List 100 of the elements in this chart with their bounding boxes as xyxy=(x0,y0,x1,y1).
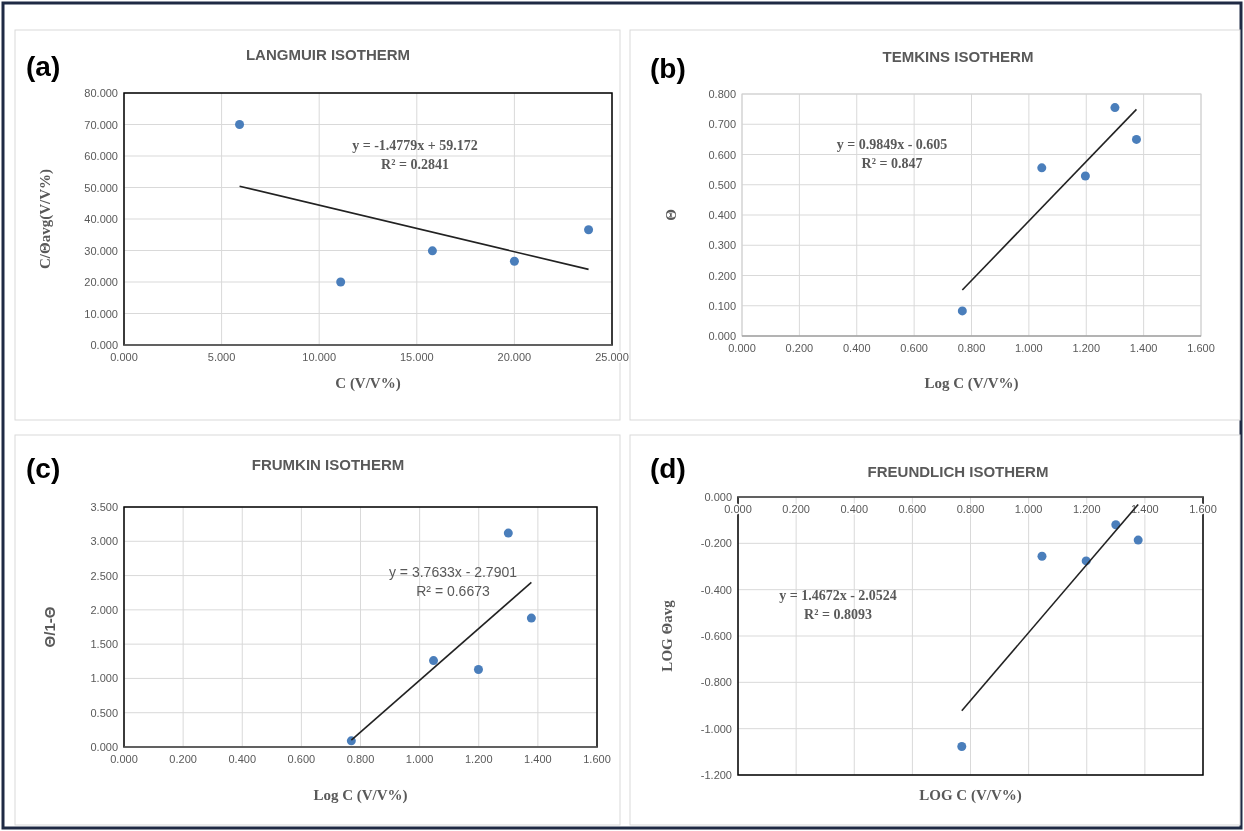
y-tick-label: 1.000 xyxy=(90,672,118,685)
text: (c) xyxy=(26,453,61,484)
x-tick-label: 1.600 xyxy=(1187,342,1215,354)
x-tick-label: 0.400 xyxy=(228,753,257,765)
y-tick-label: -0.800 xyxy=(700,676,732,689)
x-tick-label: 0.800 xyxy=(346,753,375,765)
x-tick-label: 5.000 xyxy=(207,351,236,363)
y-tick-label: 20.000 xyxy=(84,276,118,288)
point xyxy=(1131,134,1141,144)
y-axis-title: Θ xyxy=(663,209,679,221)
point xyxy=(1133,535,1143,545)
x-tick-label: 0.400 xyxy=(840,503,869,515)
y-tick-label: 70.000 xyxy=(84,118,118,131)
y-tick-label: 0.200 xyxy=(708,269,736,282)
y-tick-label: 50.000 xyxy=(84,181,118,194)
chart-title: LANGMUIR ISOTHERM xyxy=(245,46,411,63)
point xyxy=(336,277,346,287)
point xyxy=(1110,103,1120,113)
y-tick-label: -0.400 xyxy=(700,583,732,596)
x-tick-label: 1.400 xyxy=(1129,342,1158,354)
y-tick-label: -1.000 xyxy=(700,722,732,735)
point xyxy=(1037,551,1047,561)
chart-title: FREUNDLICH ISOTHERM xyxy=(867,463,1049,480)
text: (b) xyxy=(650,53,686,84)
x-tick-label: 0.200 xyxy=(782,503,810,515)
point xyxy=(526,613,536,623)
text: (d) xyxy=(650,453,686,484)
x-tick-label: 0.200 xyxy=(785,342,814,354)
x-axis-title: LOG C (V/V%) xyxy=(919,787,1022,804)
x-tick-label: 10.000 xyxy=(302,351,337,363)
x-tick-label: 0.800 xyxy=(957,342,986,354)
y-axis-title: LOG Θavg xyxy=(659,599,675,672)
x-tick-label: 1.400 xyxy=(524,753,552,765)
annotation: R² = 0.8093 xyxy=(804,607,872,622)
y-tick-label: 0.300 xyxy=(708,239,736,252)
chart-title: TEMKINS ISOTHERM xyxy=(882,48,1034,65)
x-tick-label: 20.000 xyxy=(497,351,532,363)
y-tick-label: 2.000 xyxy=(90,603,118,616)
chart-title: FRUMKIN ISOTHERM xyxy=(251,456,405,473)
x-tick-label: 1.000 xyxy=(1014,503,1043,515)
x-axis-title: C (V/V%) xyxy=(335,375,401,392)
y-tick-label: 30.000 xyxy=(84,244,118,257)
annotation: R² = 0.6673 xyxy=(416,583,490,599)
x-tick-label: 0.400 xyxy=(842,342,871,354)
x-tick-label: 0.600 xyxy=(898,503,927,515)
y-tick-label: 0.500 xyxy=(708,178,736,191)
y-tick-label: 10.000 xyxy=(84,307,118,320)
annotation: R² = 0.2841 xyxy=(381,157,449,172)
annotation: y = 3.7633x - 2.7901 xyxy=(388,564,518,580)
x-tick-label: 1.200 xyxy=(1072,342,1101,354)
y-axis-title: Θ/1-Θ xyxy=(41,606,58,648)
x-axis-title: Log C (V/V%) xyxy=(313,787,408,804)
y-tick-label: 0.700 xyxy=(708,118,736,131)
x-tick-label: 0.800 xyxy=(956,503,985,515)
y-tick-label: 0.600 xyxy=(708,148,736,161)
y-tick-label: 0.400 xyxy=(708,209,736,221)
y-tick-label: 0.000 xyxy=(90,741,118,753)
point xyxy=(957,742,967,752)
y-tick-label: -1.200 xyxy=(700,769,732,781)
x-tick-label: 0.600 xyxy=(287,753,316,765)
x-tick-label: 1.200 xyxy=(464,753,493,765)
point xyxy=(235,120,245,129)
annotation: R² = 0.847 xyxy=(861,156,923,171)
point xyxy=(429,656,439,666)
point xyxy=(503,528,513,538)
y-tick-label: 3.000 xyxy=(90,535,118,548)
point xyxy=(509,256,519,266)
y-tick-label: -0.600 xyxy=(700,630,732,642)
point xyxy=(346,736,356,746)
point xyxy=(473,665,483,675)
annotation: y = 0.9849x - 0.605 xyxy=(836,137,948,152)
annotation: y = 1.4672x - 2.0524 xyxy=(779,588,897,603)
x-tick-label: 0.000 xyxy=(728,342,756,354)
text: (a) xyxy=(26,51,61,82)
y-tick-label: -0.200 xyxy=(700,537,732,550)
y-tick-label: 40.000 xyxy=(84,213,118,225)
x-tick-label: 1.200 xyxy=(1072,503,1101,515)
y-tick-label: 0.500 xyxy=(90,706,118,719)
x-tick-label: 15.000 xyxy=(399,351,434,363)
x-tick-label: 25.000 xyxy=(595,351,629,363)
y-tick-label: 0.000 xyxy=(708,330,736,342)
y-tick-label: 0.000 xyxy=(704,491,732,503)
x-tick-label: 0.000 xyxy=(110,351,138,363)
point xyxy=(584,225,594,235)
point xyxy=(957,306,967,316)
y-tick-label: 80.000 xyxy=(84,87,118,99)
x-tick-label: 0.200 xyxy=(169,753,197,765)
y-tick-label: 0.800 xyxy=(708,88,736,100)
x-tick-label: 0.600 xyxy=(900,342,928,354)
x-axis-title: Log C (V/V%) xyxy=(924,375,1019,392)
y-tick-label: 2.500 xyxy=(90,569,118,582)
y-tick-label: 0.100 xyxy=(708,299,736,312)
x-tick-label: 1.000 xyxy=(405,753,434,765)
x-tick-label: 1.000 xyxy=(1015,342,1043,354)
y-axis-title: C/Θavg(V/V%) xyxy=(37,169,54,269)
y-tick-label: 1.500 xyxy=(90,638,118,651)
x-tick-label: 1.600 xyxy=(583,753,611,765)
annotation: y = -1.4779x + 59.172 xyxy=(352,138,478,153)
point xyxy=(1080,171,1090,181)
point xyxy=(427,246,437,256)
